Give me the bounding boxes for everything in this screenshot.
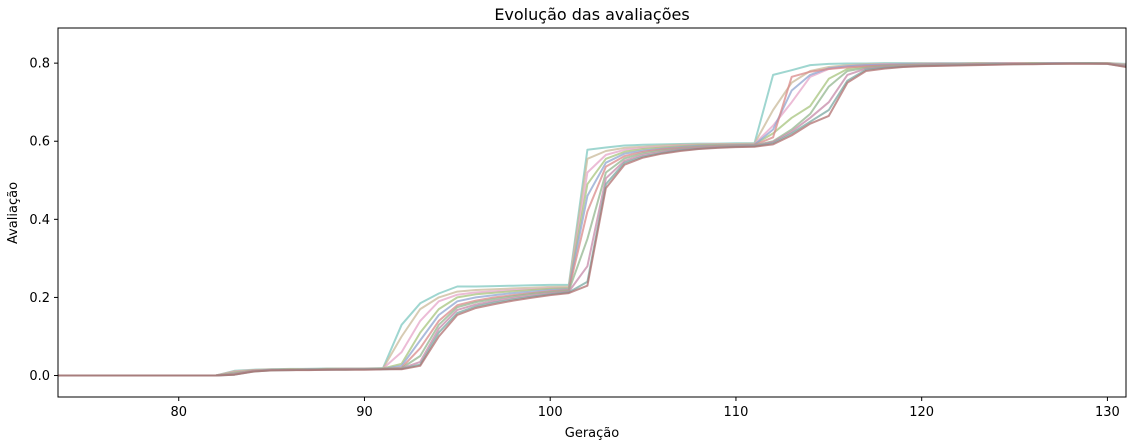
series-line-8 [58, 62, 1126, 377]
y-tick-label: 0.6 [29, 135, 50, 150]
x-tick-label: 130 [1095, 405, 1120, 420]
y-tick-label: 0.2 [29, 291, 50, 306]
x-tick-label: 100 [538, 405, 563, 420]
series-line-5 [58, 62, 1126, 377]
plot-frame [57, 27, 1127, 398]
x-tick-label: 120 [909, 405, 934, 420]
series-line-9 [58, 62, 1126, 377]
series-layer [58, 62, 1126, 377]
y-axis-label: Avaliação [6, 182, 21, 244]
y-tick-label: 0.0 [29, 369, 50, 384]
y-tick-label: 0.8 [29, 57, 50, 72]
series-line-1 [58, 62, 1126, 377]
series-line-10 [58, 62, 1126, 377]
series-line-7 [58, 62, 1126, 377]
series-line-6 [58, 62, 1126, 377]
tick-layer: 80 90 100 110 120 130 0.0 0.2 0.4 0.6 0.8 [29, 57, 1120, 420]
x-tick-label: 110 [724, 405, 749, 420]
series-line-2 [58, 62, 1126, 377]
x-axis-label: Geração [565, 426, 619, 441]
series-line-3 [58, 62, 1126, 377]
x-tick-label: 90 [356, 405, 373, 420]
x-tick-label: 80 [170, 405, 187, 420]
chart-title: Evolução das avaliações [494, 5, 689, 24]
y-tick-label: 0.4 [29, 213, 50, 228]
series-line-4 [58, 62, 1126, 377]
